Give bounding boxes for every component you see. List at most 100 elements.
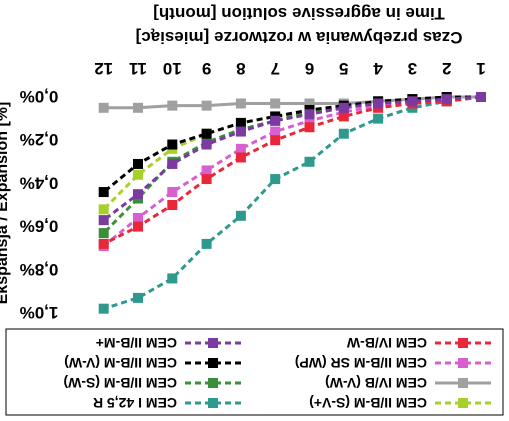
legend-label: CEM I 42,5 R: [93, 395, 177, 411]
legend-marker: [208, 358, 218, 368]
data-point: [201, 139, 212, 150]
legend-marker: [458, 378, 468, 388]
x-tick-label: 2: [442, 59, 451, 78]
data-point: [304, 109, 315, 120]
series-line: [102, 95, 481, 194]
data-point: [270, 174, 281, 185]
legend-entry: CEM I 42,5 R: [93, 395, 241, 411]
data-point: [201, 238, 212, 249]
data-point: [373, 113, 384, 124]
data-point: [98, 204, 109, 215]
data-point: [167, 100, 178, 111]
data-point: [270, 135, 281, 146]
data-point: [201, 165, 212, 176]
data-point: [167, 139, 178, 150]
data-point: [304, 122, 315, 133]
series-6: [98, 92, 486, 249]
y-axis-title: Ekspansja / Expansion [%]: [0, 102, 11, 305]
data-point: [133, 102, 143, 113]
x-tick-label: 1: [476, 59, 485, 78]
data-point: [167, 158, 178, 169]
data-point: [235, 210, 246, 221]
data-point: [98, 303, 109, 314]
data-point: [201, 174, 212, 185]
data-point: [133, 292, 143, 303]
data-point: [304, 156, 315, 167]
data-point: [167, 273, 178, 284]
legend-marker: [458, 398, 468, 408]
x-tick-label: 3: [408, 59, 417, 78]
data-point: [441, 94, 452, 105]
x-tick-label: 8: [236, 59, 245, 78]
data-point: [476, 92, 486, 102]
series-line: [102, 95, 482, 211]
series-line: [103, 95, 482, 246]
legend-entry: CEM IV/B (V-W): [325, 375, 491, 391]
series-line: [102, 95, 482, 222]
data-point: [133, 158, 143, 169]
data-point: [338, 102, 349, 113]
y-tick-label: 0,2%: [20, 130, 59, 149]
x-tick-label: 7: [270, 59, 279, 78]
legend-entry: CEM II/B-M+: [96, 335, 241, 351]
data-point: [235, 152, 246, 163]
data-point: [235, 98, 246, 109]
series-line: [103, 95, 482, 311]
data-point: [338, 128, 349, 139]
chart-subtitle: Time in aggressive solution [month]: [153, 4, 445, 23]
data-point: [167, 200, 178, 210]
data-point: [270, 126, 281, 137]
data-point: [304, 98, 315, 109]
data-point: [270, 115, 281, 126]
data-point: [338, 111, 349, 122]
legend-label: CEM II/B-M (V-W): [64, 355, 177, 371]
legend-label: CEM II/B-M SR (WP): [295, 355, 427, 371]
data-point: [98, 228, 109, 239]
legend-marker: [458, 358, 468, 368]
legend-entry: CEM II/B-M (V-W): [64, 355, 241, 371]
legend-entry: CEM IV/B-W: [346, 335, 491, 351]
data-point: [98, 102, 109, 113]
x-tick-label: 6: [305, 59, 314, 78]
data-point: [133, 212, 143, 223]
x-tick-label: 10: [163, 59, 182, 78]
y-tick-label: 1,0%: [20, 303, 59, 322]
legend-label: CEM II/B-M (S-W): [63, 375, 177, 391]
data-point: [133, 221, 143, 232]
legend-box: [5, 328, 504, 416]
y-tick-label: 0,8%: [20, 260, 59, 279]
data-point: [373, 98, 384, 109]
chart-title: Czas przebywania w roztworze [miesiąc]: [136, 28, 463, 47]
x-tick-label: 12: [94, 59, 113, 78]
data-point: [201, 128, 212, 139]
series-7: [98, 92, 486, 226]
legend-marker: [208, 378, 218, 388]
series-line: [103, 95, 481, 110]
series-4: [98, 92, 486, 252]
y-tick-label: 0,0%: [20, 87, 59, 106]
y-tick-label: 0,6%: [20, 217, 59, 236]
data-point: [235, 126, 246, 137]
x-tick-label: 11: [129, 59, 147, 78]
legend-marker: [208, 338, 218, 348]
legend-marker: [208, 398, 218, 408]
data-point: [98, 187, 109, 198]
data-point: [98, 215, 109, 226]
data-point: [407, 96, 418, 107]
x-tick-label: 9: [202, 59, 211, 78]
data-point: [235, 117, 246, 128]
data-point: [304, 115, 315, 126]
y-tick-label: 0,4%: [20, 173, 59, 192]
legend-label: CEM IV/B-W: [346, 335, 427, 351]
data-point: [167, 187, 178, 198]
x-tick-label: 5: [339, 59, 348, 78]
legend-marker: [458, 338, 468, 348]
data-point: [98, 238, 109, 249]
x-tick-label: 4: [373, 59, 383, 78]
legend-entry: CEM II/B-M (S-V+): [309, 395, 491, 411]
legend-entry: CEM II/B-M SR (WP): [295, 355, 491, 371]
data-point: [133, 169, 143, 180]
data-point: [270, 98, 281, 109]
